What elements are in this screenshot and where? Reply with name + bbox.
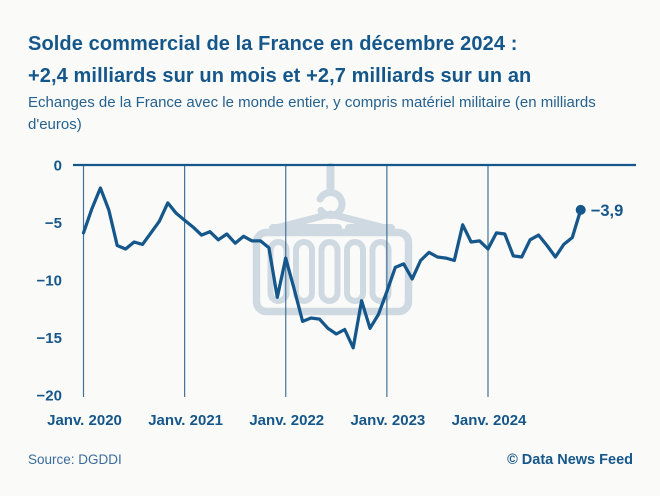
y-tick-label: 0 bbox=[54, 157, 62, 174]
x-tick-label: Janv. 2022 bbox=[249, 412, 324, 429]
x-tick-label: Janv. 2024 bbox=[452, 412, 527, 429]
y-tick-label: −5 bbox=[45, 215, 62, 232]
credit-label: © Data News Feed bbox=[507, 452, 633, 468]
trade-balance-chart: −3,9 0 −5 −10 −15 −20 Janv. 2020 Janv. 2021 Janv… bbox=[0, 148, 660, 438]
source-label: Source: DGDDI bbox=[28, 452, 122, 467]
last-value-label: −3,9 bbox=[591, 202, 624, 220]
x-tick-label: Janv. 2021 bbox=[148, 412, 223, 429]
page-title: Solde commercial de la France en décembr… bbox=[28, 28, 640, 92]
last-point-marker bbox=[575, 204, 586, 215]
container-slot bbox=[293, 239, 315, 304]
y-axis-labels: 0 −5 −10 −15 −20 bbox=[37, 157, 62, 404]
container-slot bbox=[318, 239, 341, 304]
y-tick-label: −15 bbox=[37, 330, 62, 347]
year-gridlines bbox=[82, 165, 489, 397]
x-tick-label: Janv. 2020 bbox=[47, 412, 122, 429]
title-line-2: +2,4 milliards sur un mois et +2,7 milli… bbox=[28, 65, 532, 87]
shipping-container-icon bbox=[252, 163, 413, 316]
container-slot bbox=[369, 239, 392, 304]
y-tick-label: −10 bbox=[37, 272, 62, 289]
y-tick-label: −20 bbox=[37, 387, 62, 404]
container-slot bbox=[267, 239, 290, 304]
container-slot bbox=[344, 239, 366, 304]
trade-balance-line bbox=[81, 186, 583, 350]
chart-subtitle: Echanges de la France avec le monde enti… bbox=[28, 94, 596, 133]
x-tick-label: Janv. 2023 bbox=[350, 412, 425, 429]
footer: Source: DGDDI © Data News Feed bbox=[28, 452, 633, 468]
title-line-1: Solde commercial de la France en décembr… bbox=[28, 33, 518, 55]
x-axis-labels: Janv. 2020 Janv. 2021 Janv. 2022 Janv. 2023… bbox=[47, 412, 527, 429]
